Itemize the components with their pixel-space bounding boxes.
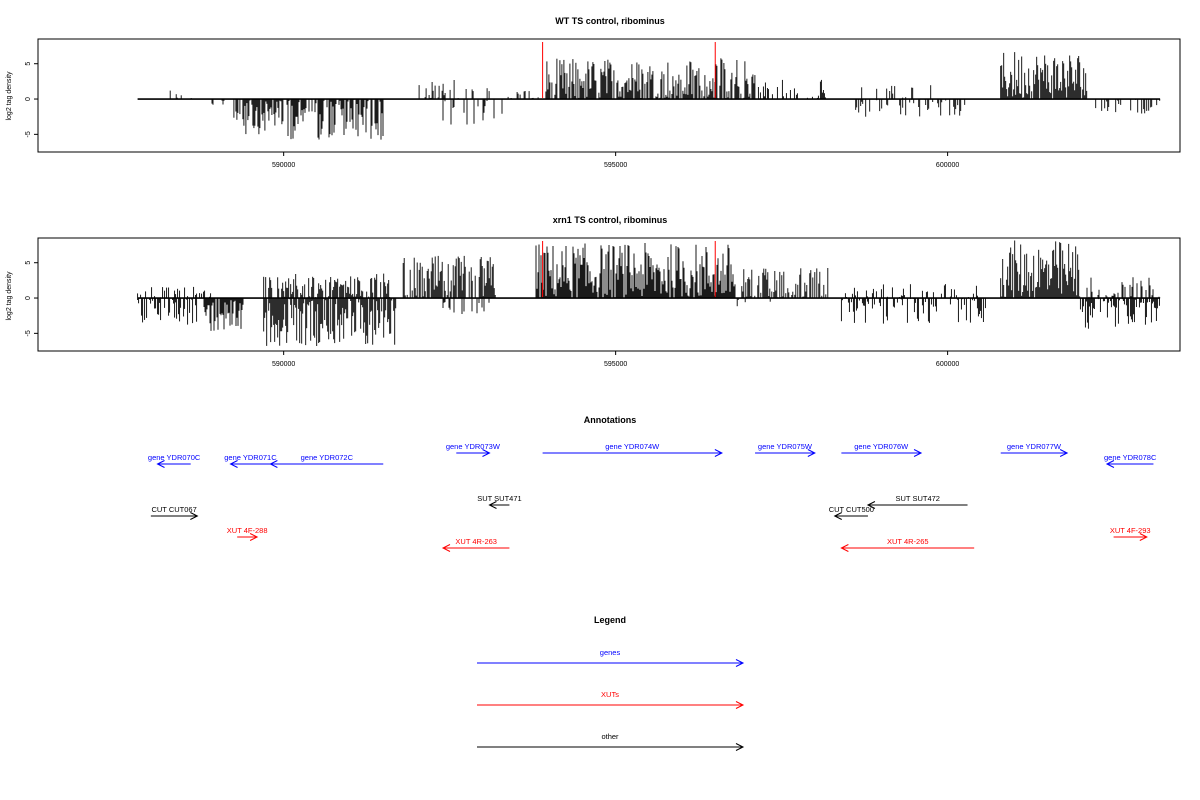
plot-frame — [37, 237, 1181, 352]
feature-label: XUT 4R-263 — [455, 537, 497, 546]
feature-label: XUT 4F-288 — [227, 526, 268, 535]
feature-label: gene YDR074W — [605, 442, 660, 451]
feature-label: gene YDR078C — [1104, 453, 1157, 462]
marker-lines — [542, 241, 716, 298]
y-tick-label: 5 — [25, 261, 32, 265]
arrow-head — [190, 512, 199, 520]
feature-label: XUT 4R-265 — [887, 537, 929, 546]
arrow-head — [714, 449, 723, 457]
arrow-head — [249, 533, 259, 541]
arrow-head — [156, 460, 165, 468]
feature-gene: gene YDR077W — [1000, 442, 1069, 457]
feature-gene: gene YDR070C — [148, 453, 201, 468]
feature-label: gene YDR072C — [301, 453, 354, 462]
feature-other: SUT SUT472 — [866, 494, 968, 509]
feature-gene: gene YDR075W — [755, 442, 816, 457]
legend-entry-gene: genes — [477, 648, 745, 667]
arrow-head — [735, 701, 745, 709]
x-tick-label: 595000 — [604, 162, 627, 169]
feature-other: CUT CUT500 — [829, 505, 874, 520]
annotations-track: Annotations gene YDR070C gene YDR071C gene… — [148, 415, 1157, 552]
legend-label: other — [601, 732, 619, 741]
feature-xut: XUT 4R-265 — [840, 537, 975, 552]
arrow-head — [866, 501, 876, 509]
density-bars — [137, 240, 1161, 346]
plot-frame — [37, 38, 1181, 153]
feature-gene: gene YDR076W — [841, 442, 923, 457]
arrow-head — [735, 659, 745, 667]
feature-label: gene YDR076W — [854, 442, 909, 451]
feature-gene: gene YDR073W — [446, 442, 501, 457]
feature-label: gene YDR075W — [758, 442, 813, 451]
feature-label: CUT CUT500 — [829, 505, 874, 514]
arrow-head — [441, 544, 451, 552]
feature-label: gene YDR071C — [224, 453, 277, 462]
marker-lines — [542, 42, 716, 99]
feature-gene: gene YDR072C — [269, 453, 384, 468]
feature-label: gene YDR077W — [1007, 442, 1062, 451]
arrow-head — [1139, 533, 1148, 541]
x-tick-label: 600000 — [936, 162, 959, 169]
annotations-title: Annotations — [584, 415, 637, 425]
feature-other: CUT CUT067 — [150, 505, 199, 520]
arrow-head — [229, 460, 238, 468]
legend: Legend genes XUTs other — [477, 615, 745, 751]
feature-xut: XUT 4F-288 — [227, 526, 268, 541]
feature-gene: gene YDR074W — [542, 442, 723, 457]
legend-entries: genes XUTs other — [477, 648, 745, 751]
feature-label: gene YDR070C — [148, 453, 201, 462]
feature-xut: XUT 4F-293 — [1110, 526, 1151, 541]
arrow-head — [833, 512, 842, 520]
feature-label: SUT SUT471 — [477, 494, 521, 503]
arrow-head — [913, 449, 923, 457]
arrow-head — [840, 544, 849, 552]
feature-xut: XUT 4R-263 — [441, 537, 510, 552]
arrow-head — [735, 743, 745, 751]
arrow-head — [269, 460, 278, 468]
x-tick-label: 590000 — [272, 162, 295, 169]
panel-title: xrn1 TS control, ribominus — [553, 215, 668, 225]
feature-gene: gene YDR071C — [224, 453, 277, 468]
panel-title: WT TS control, ribominus — [555, 16, 665, 26]
y-axis-label: log2 tag density — [6, 271, 13, 321]
arrow-head — [1105, 460, 1115, 468]
arrow-head — [482, 449, 491, 457]
y-tick-label: -5 — [25, 330, 32, 336]
axes: 590000 595000 600000 -5 0 5 — [25, 62, 959, 169]
feature-label: SUT SUT472 — [896, 494, 940, 503]
legend-label: XUTs — [601, 690, 619, 699]
y-tick-label: -5 — [25, 131, 32, 137]
arrow-head — [807, 449, 816, 457]
legend-entry-xut: XUTs — [477, 690, 745, 709]
arrow-head — [488, 501, 497, 509]
y-axis-label: log2 tag density — [6, 71, 13, 121]
density-bars — [137, 52, 1161, 140]
legend-title: Legend — [594, 615, 626, 625]
y-tick-label: 5 — [25, 62, 32, 66]
feature-label: CUT CUT067 — [151, 505, 196, 514]
feature-other: SUT SUT471 — [477, 494, 522, 509]
legend-entry-other: other — [477, 732, 745, 751]
arrow-head — [1059, 449, 1069, 457]
y-tick-label: 0 — [25, 296, 32, 300]
axes: 590000 595000 600000 -5 0 5 — [25, 261, 959, 368]
xrn1-density-panel: xrn1 TS control, ribominus log2 tag dens… — [6, 215, 1181, 368]
feature-label: XUT 4F-293 — [1110, 526, 1151, 535]
y-tick-label: 0 — [25, 97, 32, 101]
feature-arrows: gene YDR070C gene YDR071C gene YDR072C gene… — [148, 442, 1157, 552]
x-tick-label: 595000 — [604, 361, 627, 368]
x-tick-label: 600000 — [936, 361, 959, 368]
feature-gene: gene YDR078C — [1104, 453, 1157, 468]
x-tick-label: 590000 — [272, 361, 295, 368]
legend-label: genes — [600, 648, 621, 657]
wt-density-panel: WT TS control, ribominus log2 tag densit… — [6, 16, 1181, 169]
feature-label: gene YDR073W — [446, 442, 501, 451]
